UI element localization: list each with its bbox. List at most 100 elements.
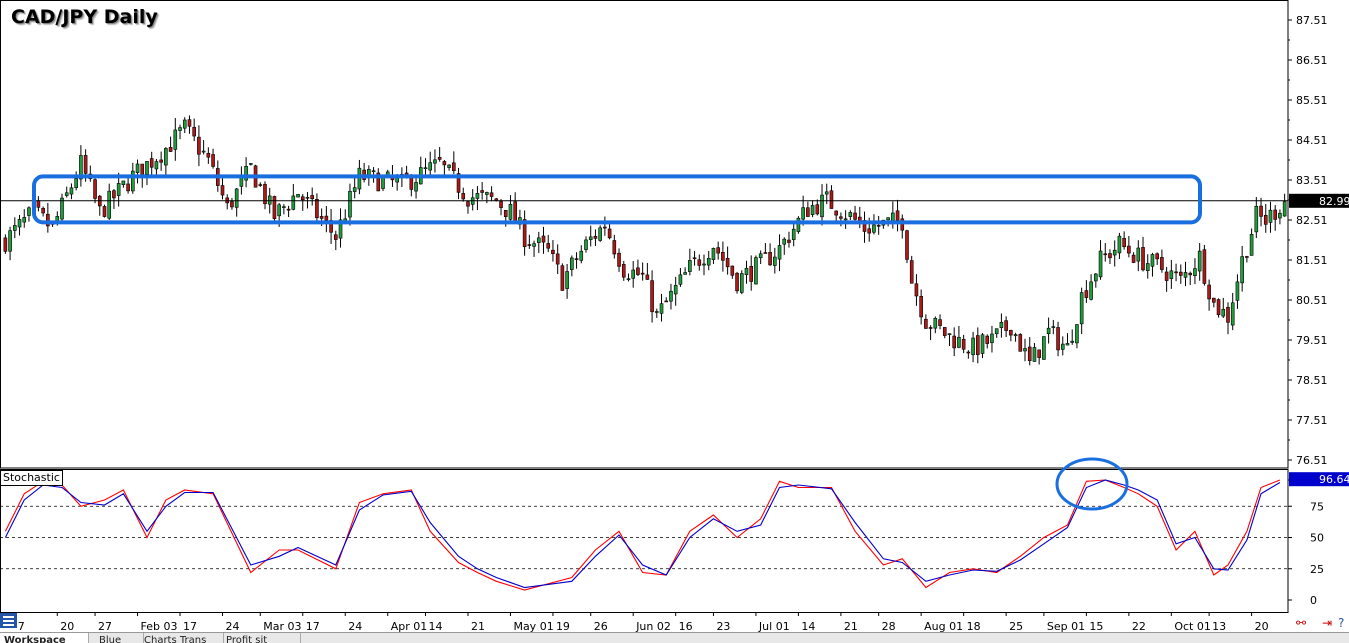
candle-body	[1268, 209, 1273, 223]
candle-body	[1094, 273, 1098, 282]
candle-body	[777, 245, 782, 260]
candle-body	[1122, 238, 1126, 248]
candle-body	[1079, 292, 1084, 325]
price-tick-label: 78.51	[1296, 374, 1328, 387]
candle-body	[414, 182, 418, 192]
candle-body	[787, 239, 791, 243]
candle-body	[433, 159, 437, 164]
x-tick-label: 23	[716, 620, 730, 633]
candle-body	[437, 157, 442, 160]
candle-body	[1282, 201, 1287, 217]
candle-body	[631, 269, 635, 279]
link-icon[interactable]: ⚯	[1296, 616, 1307, 630]
candle-body	[149, 158, 154, 168]
candle-body	[961, 338, 966, 350]
candle-body	[220, 185, 225, 196]
candle-body	[1032, 347, 1037, 362]
candle-body	[371, 170, 376, 173]
candle-body	[706, 258, 711, 266]
x-tick-label: 18	[967, 620, 981, 633]
candle-body	[824, 191, 829, 195]
stochastic-label: Stochastic	[0, 470, 63, 486]
candle-body	[1112, 249, 1117, 256]
candle-body	[1117, 235, 1122, 254]
candle-body	[93, 179, 97, 199]
arrow-icon[interactable]: ⇥	[1322, 616, 1333, 630]
price-tick-label: 87.51	[1296, 14, 1328, 27]
tab-blue[interactable]: Blue	[95, 633, 144, 643]
x-tick-label: May 01	[513, 620, 553, 633]
candle-body	[60, 197, 64, 220]
help-icon[interactable]: ?	[1338, 616, 1345, 630]
candle-body	[499, 201, 503, 208]
candle-body	[79, 155, 83, 180]
candle-body	[565, 271, 569, 289]
candle-body	[489, 192, 494, 197]
candle-body	[1023, 348, 1027, 352]
candle-body	[942, 327, 947, 336]
candle-body	[41, 208, 45, 214]
candle-body	[683, 272, 687, 275]
tab-profit-sit[interactable]: Profit sit	[222, 633, 301, 643]
stochastic-tick-label: 50	[1310, 532, 1324, 545]
candle-body	[796, 217, 801, 232]
candle-body	[716, 247, 720, 254]
candle-body	[848, 212, 853, 217]
price-tick-label: 80.51	[1296, 294, 1328, 307]
tab-charts-trans[interactable]: Charts Trans	[140, 633, 224, 643]
candle-body	[976, 335, 980, 355]
candle-body	[291, 195, 296, 210]
candle-body	[522, 219, 527, 247]
candle-body	[1136, 247, 1141, 262]
candle-body	[452, 162, 456, 172]
candle-body	[249, 163, 253, 165]
price-tick-label: 77.51	[1296, 414, 1328, 427]
x-tick-label: Oct 01	[1174, 620, 1211, 633]
candle-body	[839, 216, 843, 219]
candle-body	[423, 167, 428, 170]
candle-body	[1235, 281, 1240, 301]
candle-body	[933, 318, 938, 329]
candle-body	[3, 237, 8, 252]
candle-body	[980, 334, 985, 354]
tab-workspace[interactable]: Workspace #1	[0, 633, 89, 643]
candle-body	[536, 237, 541, 243]
candle-body	[754, 257, 758, 285]
x-tick-label: Jul 01	[758, 620, 790, 633]
candle-body	[230, 201, 234, 208]
candle-body	[692, 257, 697, 260]
candle-body	[1103, 253, 1108, 256]
candle-body	[357, 167, 362, 190]
x-tick-label: 25	[1009, 620, 1023, 633]
x-tick-label: 26	[594, 620, 608, 633]
candle-body	[480, 190, 484, 193]
candle-body	[957, 336, 961, 348]
candle-body	[126, 183, 130, 192]
candle-body	[593, 235, 598, 239]
candle-body	[1108, 253, 1112, 259]
candle-body	[1278, 212, 1282, 219]
candle-body	[348, 190, 352, 218]
candle-body	[159, 159, 163, 163]
candle-body	[702, 263, 706, 266]
candle-body	[711, 248, 716, 260]
stochastic-main-line	[4, 479, 1281, 591]
candle-body	[173, 129, 178, 150]
chart-list-icon[interactable]	[0, 613, 17, 628]
candle-body	[182, 119, 187, 129]
candle-body	[395, 177, 399, 183]
candle-body	[650, 280, 654, 313]
candle-body	[456, 173, 461, 193]
candle-body	[810, 205, 815, 215]
candle-body	[1240, 256, 1244, 284]
candle-body	[258, 184, 263, 186]
candle-body	[485, 192, 489, 195]
candle-body	[513, 201, 517, 223]
candle-body	[338, 219, 343, 239]
current-price-label: 82.99	[1319, 195, 1349, 208]
candle-body	[914, 283, 919, 297]
candle-body	[1009, 329, 1013, 336]
candle-body	[1004, 320, 1008, 331]
candle-body	[131, 170, 135, 192]
